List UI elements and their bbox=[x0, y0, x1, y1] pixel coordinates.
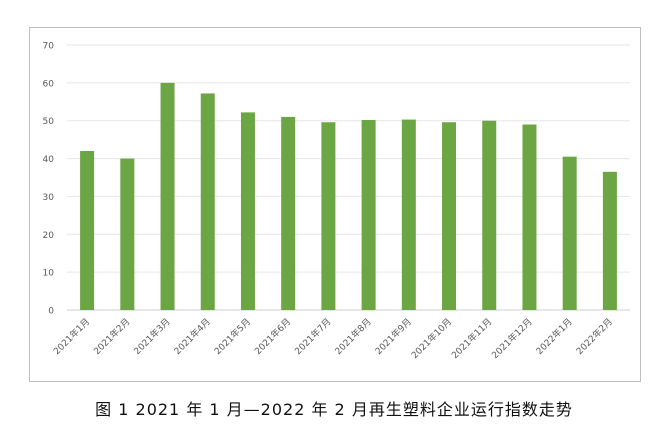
y-tick-label: 50 bbox=[43, 117, 55, 127]
bar bbox=[482, 120, 497, 310]
x-tick-label: 2021年7月 bbox=[292, 316, 333, 357]
x-tick-label: 2021年5月 bbox=[212, 316, 253, 357]
x-tick-label: 2021年8月 bbox=[332, 316, 373, 357]
x-tick-label: 2021年9月 bbox=[372, 316, 413, 357]
x-tick-label: 2021年4月 bbox=[171, 316, 212, 357]
bar bbox=[321, 122, 336, 310]
y-tick-label: 20 bbox=[43, 231, 55, 241]
x-tick-label: 2021年10月 bbox=[409, 316, 455, 362]
bar bbox=[120, 158, 135, 310]
x-tick-label: 2021年6月 bbox=[252, 316, 293, 357]
bar bbox=[522, 124, 537, 310]
y-tick-label: 40 bbox=[43, 155, 55, 165]
bar bbox=[160, 82, 175, 310]
x-tick-label: 2021年11月 bbox=[449, 316, 495, 362]
y-tick-label: 10 bbox=[43, 269, 55, 279]
bars bbox=[80, 82, 617, 310]
bar bbox=[281, 116, 296, 310]
x-tick-label: 2021年1月 bbox=[51, 316, 92, 357]
x-tick-label: 2022年1月 bbox=[533, 316, 574, 357]
y-tick-label: 60 bbox=[43, 79, 55, 89]
bar bbox=[80, 151, 95, 310]
x-tick-label: 2021年3月 bbox=[131, 316, 172, 357]
bar bbox=[602, 171, 617, 310]
y-tick-label: 0 bbox=[48, 307, 54, 317]
x-axis-ticks: 2021年1月 2021年2月 2021年3月 2021年4月 2021年5月 2021年… bbox=[51, 316, 615, 362]
chart-frame: 0 10 20 30 40 50 60 70 2021年1月 2021年2月 2021年3月 202… bbox=[29, 27, 641, 382]
x-tick-label: 2021年12月 bbox=[489, 316, 535, 362]
bar bbox=[200, 93, 215, 310]
bar bbox=[240, 112, 255, 310]
figure-caption: 图 1 2021 年 1 月—2022 年 2 月再生塑料企业运行指数走势 bbox=[95, 400, 573, 419]
bar bbox=[361, 119, 376, 310]
bar bbox=[442, 122, 457, 310]
x-tick-label: 2021年2月 bbox=[91, 316, 132, 357]
bar bbox=[401, 119, 416, 310]
y-tick-label: 70 bbox=[43, 42, 55, 52]
x-tick-label: 2022年2月 bbox=[574, 316, 615, 357]
y-tick-label: 30 bbox=[43, 193, 55, 203]
gridlines bbox=[67, 44, 630, 311]
y-axis-ticks: 0 10 20 30 40 50 60 70 bbox=[43, 42, 55, 317]
bar bbox=[562, 156, 577, 310]
